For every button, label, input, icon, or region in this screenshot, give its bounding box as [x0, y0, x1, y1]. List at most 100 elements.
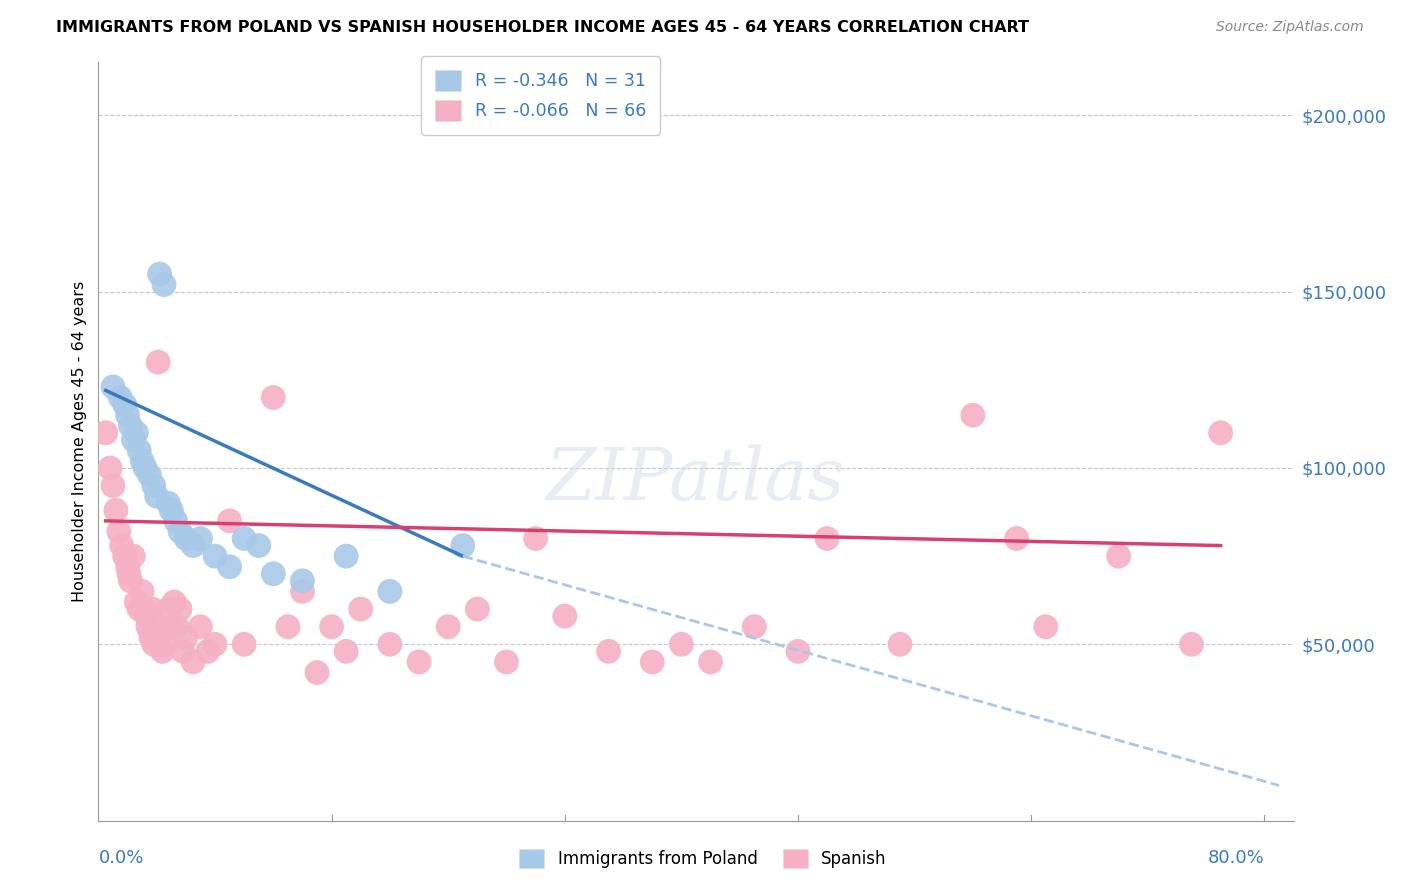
Point: [135, 609, 157, 624]
Point: [169, 524, 191, 539]
Point: [148, 355, 170, 369]
Point: [145, 489, 167, 503]
Point: [117, 408, 139, 422]
Point: [141, 602, 163, 616]
Point: [128, 602, 150, 616]
Point: [132, 602, 155, 616]
Point: [437, 620, 460, 634]
Point: [149, 267, 172, 281]
Point: [378, 637, 401, 651]
Point: [889, 637, 911, 651]
Point: [166, 620, 188, 634]
Point: [131, 584, 153, 599]
Point: [122, 433, 145, 447]
Point: [190, 620, 212, 634]
Point: [181, 655, 204, 669]
Point: [190, 532, 212, 546]
Point: [108, 524, 131, 539]
Point: [233, 532, 256, 546]
Point: [125, 595, 148, 609]
Point: [787, 644, 810, 658]
Point: [155, 637, 177, 651]
Point: [117, 559, 139, 574]
Point: [247, 539, 270, 553]
Point: [197, 644, 219, 658]
Point: [262, 566, 284, 581]
Point: [742, 620, 765, 634]
Point: [165, 514, 187, 528]
Point: [291, 574, 314, 588]
Text: IMMIGRANTS FROM POLAND VS SPANISH HOUSEHOLDER INCOME AGES 45 - 64 YEARS CORRELAT: IMMIGRANTS FROM POLAND VS SPANISH HOUSEH…: [56, 20, 1029, 35]
Point: [1035, 620, 1057, 634]
Point: [218, 559, 240, 574]
Point: [136, 620, 159, 634]
Point: [157, 496, 180, 510]
Point: [104, 503, 127, 517]
Point: [152, 644, 174, 658]
Point: [1180, 637, 1202, 651]
Point: [962, 408, 984, 422]
Point: [153, 277, 176, 292]
Point: [157, 602, 180, 616]
Point: [233, 637, 256, 651]
Point: [1005, 532, 1028, 546]
Point: [131, 454, 153, 468]
Point: [122, 549, 145, 563]
Point: [114, 397, 136, 411]
Point: [641, 655, 664, 669]
Point: [120, 418, 142, 433]
Point: [134, 461, 156, 475]
Point: [1209, 425, 1232, 440]
Point: [305, 665, 328, 680]
Point: [111, 539, 134, 553]
Point: [110, 391, 132, 405]
Point: [262, 391, 284, 405]
Point: [125, 425, 148, 440]
Point: [815, 532, 838, 546]
Point: [671, 637, 693, 651]
Point: [174, 532, 197, 546]
Text: 80.0%: 80.0%: [1208, 849, 1264, 867]
Point: [524, 532, 547, 546]
Point: [118, 566, 141, 581]
Point: [495, 655, 517, 669]
Point: [149, 630, 172, 644]
Point: [163, 595, 186, 609]
Legend: R = -0.346   N = 31, R = -0.066   N = 66: R = -0.346 N = 31, R = -0.066 N = 66: [420, 56, 661, 135]
Point: [128, 443, 150, 458]
Point: [408, 655, 430, 669]
Point: [138, 468, 160, 483]
Point: [101, 380, 124, 394]
Point: [169, 602, 191, 616]
Point: [378, 584, 401, 599]
Point: [467, 602, 489, 616]
Point: [98, 461, 121, 475]
Point: [94, 425, 117, 440]
Point: [101, 478, 124, 492]
Text: Source: ZipAtlas.com: Source: ZipAtlas.com: [1216, 20, 1364, 34]
Text: 0.0%: 0.0%: [98, 849, 143, 867]
Point: [451, 539, 474, 553]
Point: [335, 644, 357, 658]
Y-axis label: Householder Income Ages 45 - 64 years: Householder Income Ages 45 - 64 years: [72, 281, 87, 602]
Point: [350, 602, 373, 616]
Point: [160, 503, 183, 517]
Point: [277, 620, 299, 634]
Point: [321, 620, 343, 634]
Point: [204, 549, 226, 563]
Point: [145, 620, 167, 634]
Point: [142, 637, 165, 651]
Point: [699, 655, 721, 669]
Point: [142, 478, 165, 492]
Point: [218, 514, 240, 528]
Point: [160, 620, 183, 634]
Point: [598, 644, 620, 658]
Text: ZIPatlas: ZIPatlas: [546, 444, 846, 515]
Point: [174, 630, 197, 644]
Point: [114, 549, 136, 563]
Point: [172, 644, 194, 658]
Point: [291, 584, 314, 599]
Point: [554, 609, 576, 624]
Point: [1108, 549, 1130, 563]
Legend: Immigrants from Poland, Spanish: Immigrants from Poland, Spanish: [513, 843, 893, 875]
